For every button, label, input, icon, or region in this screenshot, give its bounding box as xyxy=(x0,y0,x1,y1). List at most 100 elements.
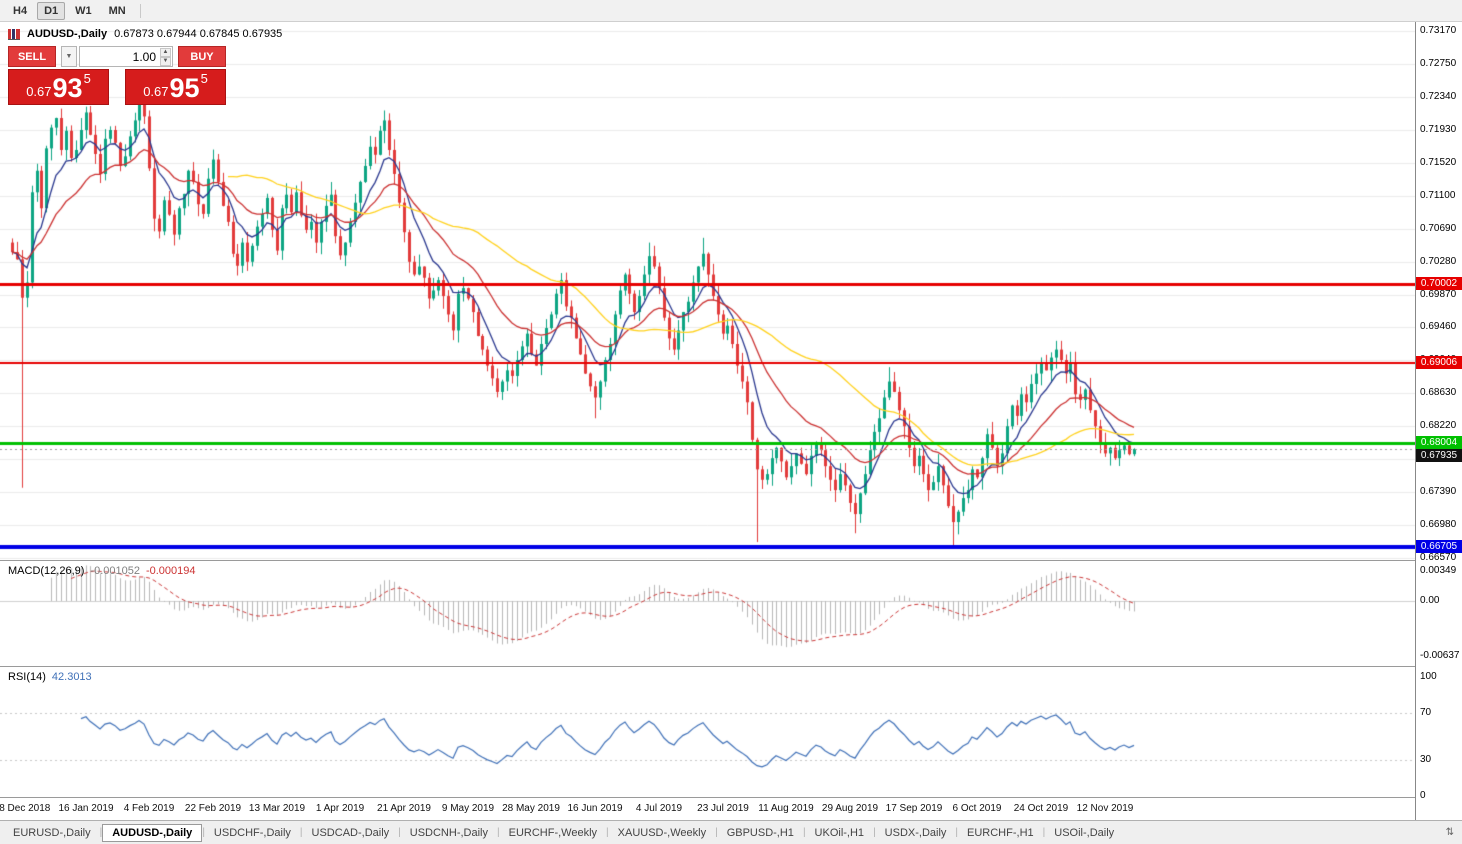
sell-button[interactable]: SELL xyxy=(8,46,56,67)
rsi-indicator-label: RSI(14) 42.3013 xyxy=(8,671,92,683)
price-line-badge: 0.66705 xyxy=(1416,540,1462,553)
pane-separator[interactable] xyxy=(0,797,1462,798)
buy-price-pip: 5 xyxy=(200,71,208,86)
price-tick-label: 0.71100 xyxy=(1420,190,1456,201)
tab-usdchf-daily[interactable]: USDCHF-,Daily xyxy=(213,826,291,839)
buy-price-prefix: 0.67 xyxy=(143,84,169,99)
tab-separator: | xyxy=(398,827,401,838)
volume-box: ▲ ▼ xyxy=(79,46,173,67)
tab-separator: | xyxy=(802,827,806,838)
timeframe-button-mn[interactable]: MN xyxy=(108,4,126,17)
date-label: 1 Apr 2019 xyxy=(315,803,365,814)
tab-eurchf-weekly[interactable]: EURCHF-,Weekly xyxy=(508,826,598,839)
price-scale[interactable]: 0.73170 0.72750 0.72340 0.71930 0.71520 0.711… xyxy=(1415,22,1462,820)
price-tick-label: 0.71520 xyxy=(1420,157,1457,168)
price-tick-label: 0.72340 xyxy=(1420,91,1457,102)
date-label: 28 Dec 2018 xyxy=(0,803,51,814)
tab-separator: | xyxy=(99,827,103,838)
rsi-tick-label: 30 xyxy=(1420,754,1432,766)
buy-price-digits: 95 xyxy=(169,73,200,103)
rsi-chart-canvas[interactable] xyxy=(0,667,1415,797)
price-tick-label: 0.66570 xyxy=(1420,552,1457,563)
date-label: 9 May 2019 xyxy=(441,803,495,814)
tab-ukoil-h1[interactable]: UKOil-,H1 xyxy=(814,826,865,839)
price-line-badge: 0.70002 xyxy=(1416,277,1462,290)
date-label: 4 Jul 2019 xyxy=(635,803,683,814)
sell-price-digits: 93 xyxy=(52,73,83,103)
tab-separator: | xyxy=(1042,827,1046,838)
date-label: 21 Apr 2019 xyxy=(377,803,431,814)
tab-separator: | xyxy=(715,827,718,838)
chart-icon xyxy=(8,28,20,40)
volume-dropdown-button[interactable]: ▼ xyxy=(61,46,77,67)
sell-price-box[interactable]: 0.67 93 5 xyxy=(8,69,109,105)
chart-ohlc-values: 0.67873 0.67944 0.67845 0.67935 xyxy=(114,28,283,40)
date-label: 11 Aug 2019 xyxy=(758,803,814,814)
macd-name: MACD(12,26,9) xyxy=(8,565,85,577)
price-tick-label: 0.70280 xyxy=(1420,256,1457,267)
buy-price-box[interactable]: 0.67 95 5 xyxy=(125,69,226,105)
rsi-name: RSI(14) xyxy=(8,671,46,683)
macd-tick-label: -0.00637 xyxy=(1420,649,1460,661)
buy-button[interactable]: BUY xyxy=(178,46,226,67)
timeframe-button-h4[interactable]: H4 xyxy=(13,4,28,17)
price-tick-label: 0.71930 xyxy=(1420,124,1457,135)
chart-symbol-label: AUDUSD-,Daily xyxy=(27,28,108,40)
pane-separator[interactable] xyxy=(0,560,1462,561)
tab-separator: | xyxy=(202,827,205,838)
tab-gbpusd-h1[interactable]: GBPUSD-,H1 xyxy=(726,826,794,839)
tab-separator: | xyxy=(299,827,303,838)
rsi-tick-label: 70 xyxy=(1420,706,1432,718)
rsi-tick-label: 100 xyxy=(1420,671,1437,682)
tab-eurchf-h1[interactable]: EURCHF-,H1 xyxy=(967,826,1034,839)
macd-main-value: -0.001052 xyxy=(90,565,140,577)
macd-indicator-label: MACD(12,26,9) -0.001052 -0.000194 xyxy=(8,565,196,577)
price-tick-label: 0.68630 xyxy=(1420,387,1457,398)
date-label: 22 Feb 2019 xyxy=(184,803,242,814)
timeframe-toolbar: H4 D1 W1 MN xyxy=(0,0,1462,22)
toolbar-separator xyxy=(139,3,141,18)
tab-usdcnh-daily[interactable]: USDCNH-,Daily xyxy=(409,826,488,839)
sell-price-pip: 5 xyxy=(83,71,91,86)
pane-separator[interactable] xyxy=(0,666,1462,667)
price-tick-label: 0.70690 xyxy=(1420,223,1457,234)
tab-audusd-daily[interactable]: AUDUSD-,Daily xyxy=(102,823,203,842)
price-tick-label: 0.69870 xyxy=(1420,289,1457,300)
date-label: 17 Sep 2019 xyxy=(885,803,943,814)
date-label: 16 Jun 2019 xyxy=(567,803,623,814)
price-line-badge: 0.69006 xyxy=(1416,356,1462,369)
date-label: 24 Oct 2019 xyxy=(1013,803,1069,814)
macd-signal-value: -0.000194 xyxy=(145,565,196,577)
price-line-badge: 0.68004 xyxy=(1416,436,1462,449)
sell-price-prefix: 0.67 xyxy=(26,84,52,99)
price-tick-label: 0.67390 xyxy=(1420,486,1457,497)
timeframe-button-w1[interactable]: W1 xyxy=(75,4,92,17)
tab-usdx-daily[interactable]: USDX-,Daily xyxy=(884,826,947,839)
price-tick-label: 0.68220 xyxy=(1420,420,1457,431)
price-tick-label: 0.69460 xyxy=(1420,321,1457,332)
chart-window: AUDUSD-,Daily 0.67873 0.67944 0.67845 0.… xyxy=(0,22,1462,820)
date-label: 4 Feb 2019 xyxy=(123,803,175,814)
volume-down-button[interactable]: ▼ xyxy=(160,57,171,66)
tab-scroll-icon[interactable]: ⇅ xyxy=(1445,827,1454,838)
volume-spinner: ▲ ▼ xyxy=(160,48,171,66)
price-chart-canvas[interactable] xyxy=(0,22,1415,560)
tab-xauusd-weekly[interactable]: XAUUSD-,Weekly xyxy=(617,826,707,839)
tab-separator: | xyxy=(497,827,500,838)
date-axis[interactable]: 28 Dec 2018 16 Jan 2019 4 Feb 2019 22 Feb 2… xyxy=(0,798,1415,820)
volume-up-button[interactable]: ▲ xyxy=(160,48,171,57)
tab-eurusd-daily[interactable]: EURUSD-,Daily xyxy=(13,826,91,839)
rsi-value: 42.3013 xyxy=(51,671,92,683)
volume-input[interactable] xyxy=(80,47,172,66)
date-label: 16 Jan 2019 xyxy=(58,803,114,814)
price-tick-label: 0.72750 xyxy=(1420,58,1457,69)
tab-usoil-daily[interactable]: USOil-,Daily xyxy=(1054,826,1115,839)
macd-tick-label: 0.00 xyxy=(1420,595,1440,606)
price-tick-label: 0.66980 xyxy=(1420,519,1457,530)
chart-title: AUDUSD-,Daily 0.67873 0.67944 0.67845 0.… xyxy=(8,28,282,40)
one-click-trade-panel: SELL ▼ ▲ ▼ BUY 0.67 93 5 0.67 95 5 xyxy=(8,46,226,105)
tab-separator: | xyxy=(873,827,876,838)
timeframe-button-d1[interactable]: D1 xyxy=(37,1,66,20)
tab-usdcad-daily[interactable]: USDCAD-,Daily xyxy=(311,826,390,839)
macd-chart-canvas[interactable] xyxy=(0,561,1415,666)
